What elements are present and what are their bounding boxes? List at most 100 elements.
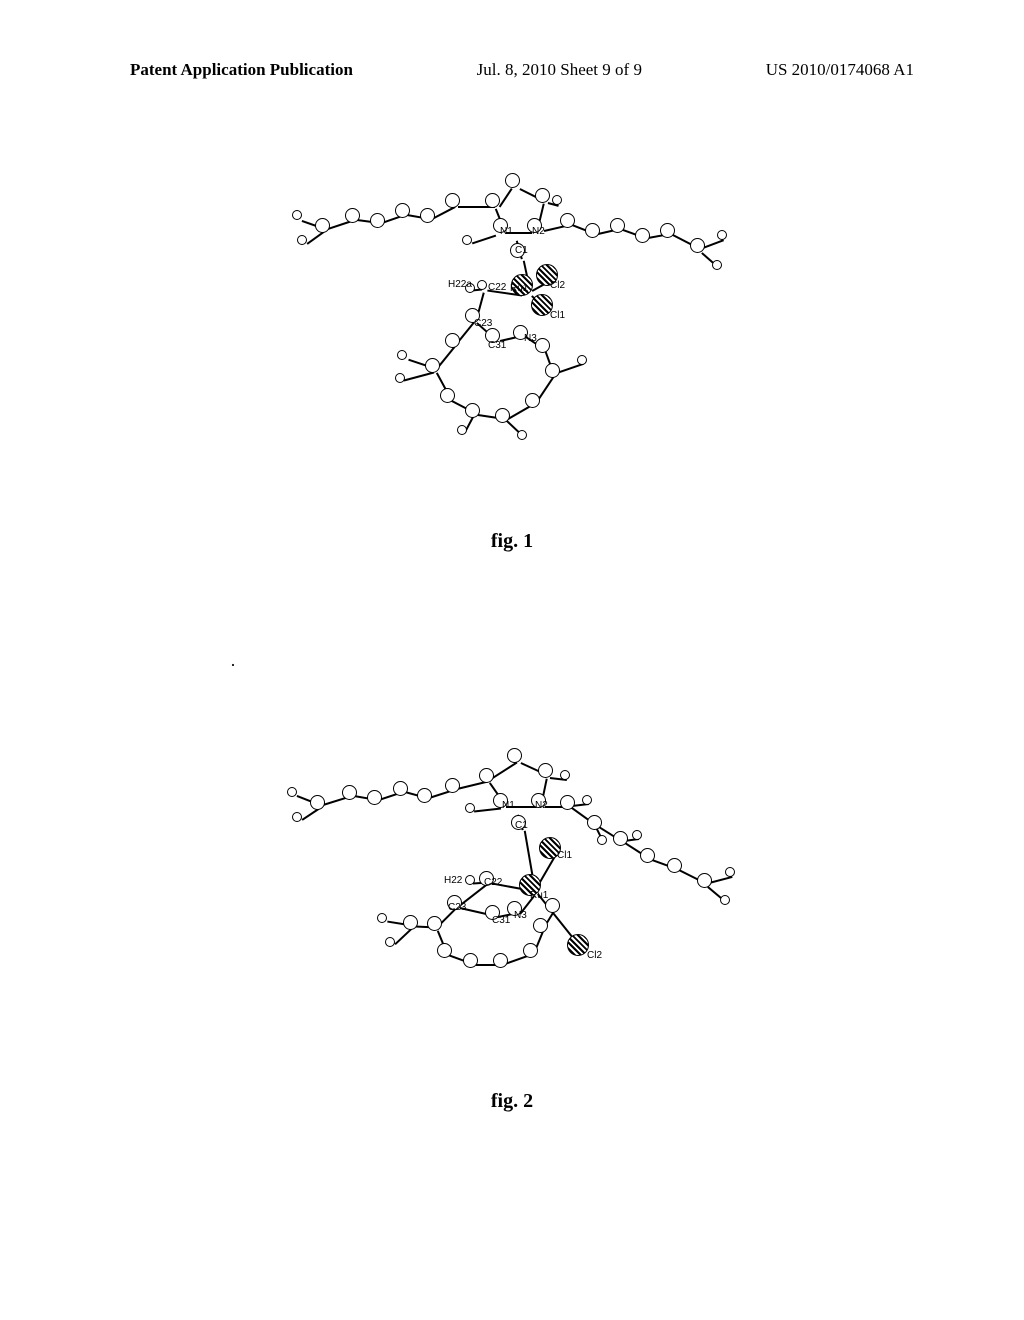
atom bbox=[465, 403, 480, 418]
atom-label: N1 bbox=[502, 800, 515, 811]
bond bbox=[703, 239, 725, 248]
atom-label: Ru1 bbox=[510, 283, 528, 294]
atom bbox=[465, 803, 475, 813]
atom bbox=[310, 795, 325, 810]
atom bbox=[505, 173, 520, 188]
atom-label: N3 bbox=[514, 910, 527, 921]
atom bbox=[533, 918, 548, 933]
atom bbox=[477, 280, 487, 290]
atom bbox=[485, 193, 500, 208]
atom bbox=[437, 943, 452, 958]
atom bbox=[632, 830, 642, 840]
atom bbox=[560, 213, 575, 228]
bond bbox=[394, 928, 412, 945]
atom-label: C1 bbox=[515, 820, 528, 831]
atom bbox=[440, 388, 455, 403]
atom bbox=[613, 831, 628, 846]
figure-1-container: N1N2C1H22aC22Ru1Cl2C23C31Cl1N3 fig. 1 bbox=[0, 140, 1024, 553]
atom bbox=[635, 228, 650, 243]
atom bbox=[367, 790, 382, 805]
atom bbox=[640, 848, 655, 863]
atom bbox=[287, 787, 297, 797]
atom bbox=[525, 393, 540, 408]
bond bbox=[709, 876, 732, 883]
atom bbox=[493, 953, 508, 968]
atom-label: H22a bbox=[448, 279, 472, 290]
atom-label: Ru1 bbox=[530, 890, 548, 901]
page-header: Patent Application Publication Jul. 8, 2… bbox=[0, 0, 1024, 80]
atom bbox=[660, 223, 675, 238]
atom-label: Cl2 bbox=[550, 280, 565, 291]
atom-label: Cl1 bbox=[557, 850, 572, 861]
bond bbox=[474, 808, 501, 812]
atom bbox=[507, 748, 522, 763]
atom bbox=[517, 430, 527, 440]
bond bbox=[492, 762, 518, 779]
atom bbox=[457, 425, 467, 435]
atom bbox=[538, 763, 553, 778]
atom-label: C31 bbox=[488, 340, 506, 351]
date-sheet-info: Jul. 8, 2010 Sheet 9 of 9 bbox=[477, 60, 642, 80]
atom bbox=[560, 795, 575, 810]
atom-label: C23 bbox=[474, 318, 492, 329]
bond bbox=[432, 206, 456, 219]
atom bbox=[395, 373, 405, 383]
atom-label: C31 bbox=[492, 915, 510, 926]
atom bbox=[577, 355, 587, 365]
atom bbox=[560, 770, 570, 780]
atom bbox=[582, 795, 592, 805]
atom-label: N2 bbox=[532, 226, 545, 237]
atom bbox=[545, 363, 560, 378]
atom bbox=[587, 815, 602, 830]
atom bbox=[462, 235, 472, 245]
atom bbox=[479, 768, 494, 783]
atom bbox=[667, 858, 682, 873]
atom-label: Cl1 bbox=[550, 310, 565, 321]
atom bbox=[342, 785, 357, 800]
atom bbox=[463, 953, 478, 968]
atom bbox=[292, 210, 302, 220]
atom bbox=[697, 873, 712, 888]
atom-label: C22 bbox=[484, 877, 502, 888]
atom bbox=[495, 408, 510, 423]
atom-label: C23 bbox=[448, 902, 466, 913]
atom-label: N3 bbox=[524, 333, 537, 344]
atom bbox=[445, 333, 460, 348]
bond bbox=[472, 235, 496, 244]
atom bbox=[403, 915, 418, 930]
atom bbox=[345, 208, 360, 223]
atom bbox=[610, 218, 625, 233]
atom bbox=[425, 358, 440, 373]
atom bbox=[535, 188, 550, 203]
atom bbox=[292, 812, 302, 822]
atom bbox=[395, 203, 410, 218]
atom bbox=[385, 937, 395, 947]
atom bbox=[585, 223, 600, 238]
atom bbox=[315, 218, 330, 233]
atom bbox=[523, 943, 538, 958]
atom-label: N1 bbox=[500, 226, 513, 237]
molecule-diagram-1: N1N2C1H22aC22Ru1Cl2C23C31Cl1N3 bbox=[252, 140, 772, 480]
atom bbox=[717, 230, 727, 240]
atom bbox=[445, 193, 460, 208]
figure-2-caption: fig. 2 bbox=[491, 1090, 533, 1113]
atom bbox=[720, 895, 730, 905]
atom bbox=[370, 213, 385, 228]
bond bbox=[437, 346, 455, 368]
atom bbox=[377, 913, 387, 923]
figure-1-caption: fig. 1 bbox=[491, 530, 533, 553]
atom bbox=[597, 835, 607, 845]
bond bbox=[499, 188, 512, 207]
atom-label: H22 bbox=[444, 875, 462, 886]
atom bbox=[420, 208, 435, 223]
molecule-diagram-2: N1N2C1Cl1H22C22Ru1C23C31N3Cl2 bbox=[252, 700, 772, 1040]
atom bbox=[690, 238, 705, 253]
atom bbox=[427, 916, 442, 931]
bond bbox=[404, 372, 434, 381]
atom bbox=[725, 867, 735, 877]
atom-label: Cl2 bbox=[587, 950, 602, 961]
atom bbox=[417, 788, 432, 803]
atom bbox=[445, 778, 460, 793]
atom bbox=[567, 934, 589, 956]
atom bbox=[297, 235, 307, 245]
